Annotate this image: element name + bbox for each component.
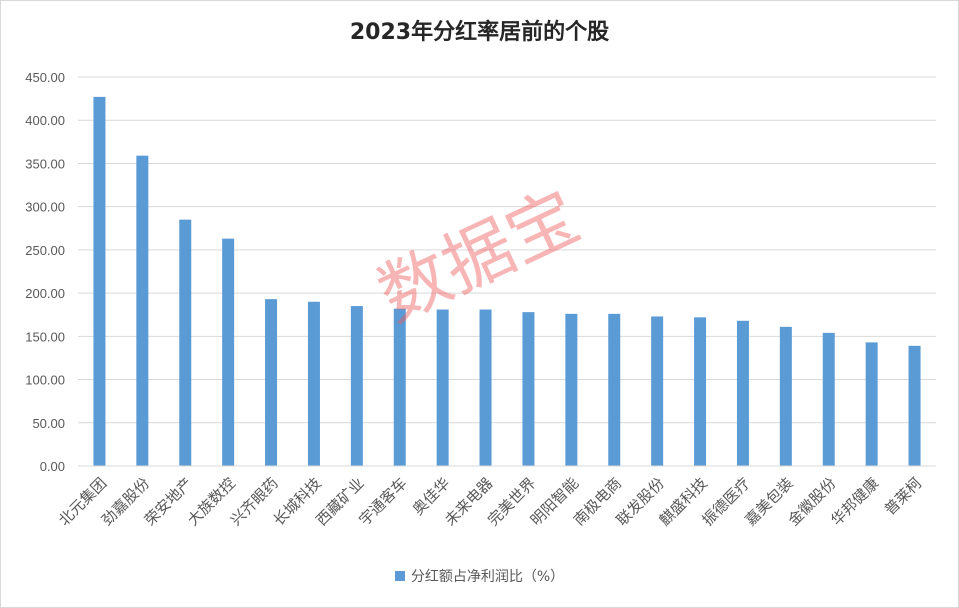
bar <box>93 96 106 466</box>
bar <box>779 326 792 466</box>
y-tick-label: 50.00 <box>32 416 65 431</box>
x-tick-label: 华邦健康 <box>827 474 882 529</box>
bar <box>265 299 278 466</box>
bar <box>908 345 921 466</box>
y-tick-label: 350.00 <box>25 156 65 171</box>
bar <box>865 342 878 466</box>
legend: 分红额占净利润比（%） <box>0 566 959 586</box>
legend-label: 分红额占净利润比（%） <box>410 569 565 585</box>
y-tick-label: 100.00 <box>25 373 65 388</box>
y-tick-label: 250.00 <box>25 243 65 258</box>
bar <box>822 332 835 466</box>
y-tick-label: 200.00 <box>25 286 65 301</box>
bar <box>736 320 749 466</box>
bar <box>393 308 406 466</box>
bar <box>136 155 149 467</box>
y-tick-label: 400.00 <box>25 113 65 128</box>
y-tick-label: 450.00 <box>25 70 65 85</box>
y-tick-label: 0.00 <box>40 459 65 474</box>
bar <box>436 309 449 466</box>
bar <box>479 309 492 466</box>
bar <box>222 238 235 466</box>
bar <box>565 313 578 466</box>
bar <box>694 317 707 466</box>
bar <box>522 312 535 466</box>
y-tick-label: 300.00 <box>25 200 65 215</box>
bar <box>350 306 363 466</box>
bar <box>608 313 621 466</box>
bar <box>307 301 320 466</box>
legend-swatch <box>394 571 405 581</box>
x-tick-label: 普莱柯 <box>881 474 926 519</box>
bar <box>651 316 664 466</box>
bar <box>179 219 192 466</box>
chart-title: 2023年分红率居前的个股 <box>349 20 610 45</box>
x-tick-label: 宇通客车 <box>355 474 410 529</box>
y-tick-label: 150.00 <box>25 329 65 344</box>
